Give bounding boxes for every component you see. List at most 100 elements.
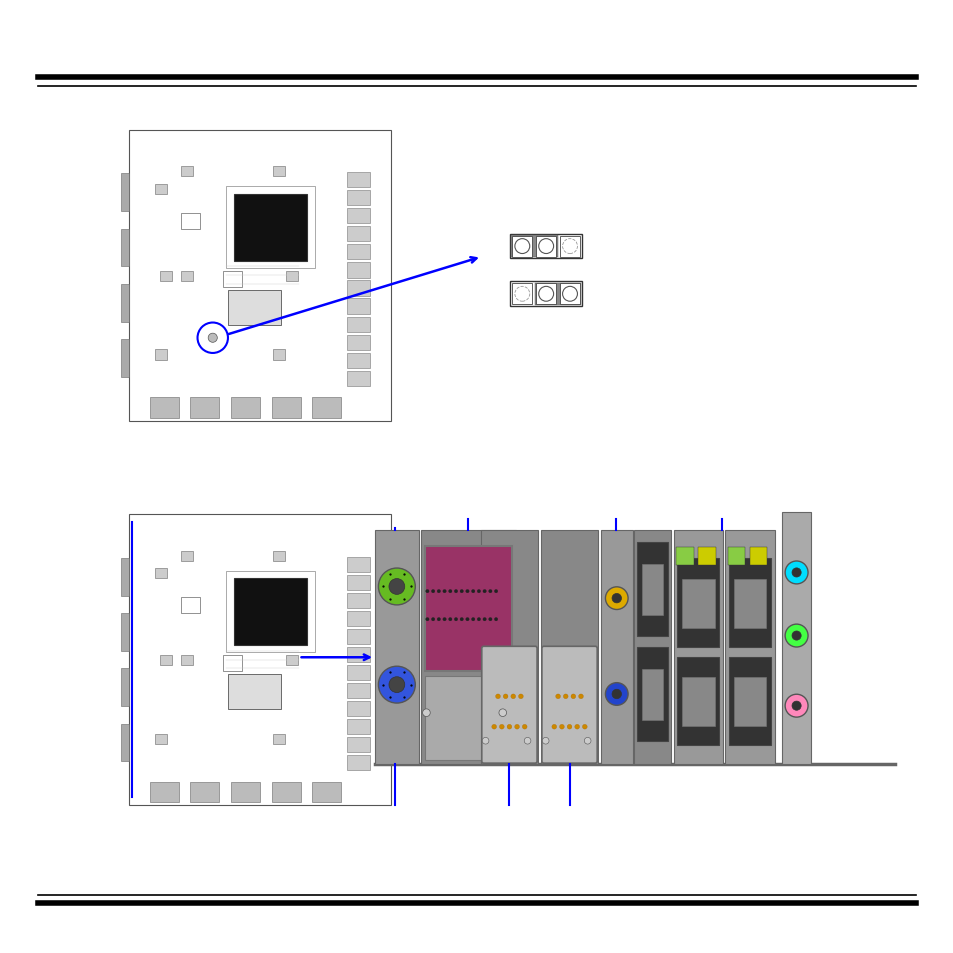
Bar [346, 281, 370, 296]
Circle shape [515, 239, 529, 254]
Circle shape [425, 590, 429, 593]
Circle shape [507, 724, 511, 729]
Circle shape [784, 695, 807, 718]
Bar [641, 669, 662, 720]
Bar [229, 675, 281, 709]
Circle shape [389, 579, 404, 595]
Bar [346, 173, 370, 188]
Bar [121, 558, 129, 596]
Bar [673, 531, 722, 764]
Bar [733, 678, 765, 726]
Bar [346, 575, 370, 590]
Circle shape [498, 709, 506, 717]
Bar [233, 578, 307, 645]
Bar [637, 648, 667, 741]
Bar [480, 531, 537, 764]
Circle shape [492, 724, 496, 729]
Bar [346, 558, 370, 572]
Circle shape [436, 618, 440, 621]
Bar [181, 272, 193, 282]
Bar [129, 515, 391, 805]
Bar [273, 350, 285, 360]
Circle shape [612, 594, 620, 603]
Bar [781, 512, 810, 764]
Bar [231, 782, 259, 802]
Circle shape [488, 618, 492, 621]
Bar [510, 282, 581, 307]
Circle shape [499, 724, 503, 729]
Circle shape [488, 590, 492, 593]
Circle shape [562, 239, 577, 254]
Bar [512, 236, 532, 257]
Bar [346, 372, 370, 386]
Circle shape [538, 239, 553, 254]
Bar [535, 284, 580, 305]
Circle shape [482, 590, 486, 593]
Circle shape [442, 590, 446, 593]
Bar [160, 656, 172, 666]
Circle shape [555, 694, 559, 699]
Bar [273, 551, 285, 561]
Circle shape [496, 694, 499, 699]
Bar [181, 551, 193, 561]
Bar [346, 263, 370, 278]
Bar [728, 558, 770, 648]
Bar [121, 724, 129, 761]
Circle shape [581, 724, 586, 729]
Bar [698, 547, 715, 566]
Bar [681, 579, 714, 628]
Bar [181, 167, 193, 177]
Bar [346, 611, 370, 626]
Bar [346, 335, 370, 351]
Circle shape [431, 618, 435, 621]
Circle shape [471, 618, 475, 621]
Circle shape [389, 677, 404, 693]
Circle shape [562, 694, 567, 699]
Circle shape [583, 738, 590, 744]
Bar [424, 546, 512, 671]
Circle shape [524, 738, 531, 744]
Circle shape [208, 334, 217, 343]
Bar [154, 734, 167, 744]
Bar [536, 236, 556, 257]
Bar [181, 656, 193, 666]
Circle shape [422, 709, 430, 717]
Bar [346, 683, 370, 699]
Bar [313, 398, 341, 418]
Bar [121, 230, 129, 267]
Bar [346, 738, 370, 752]
Bar [181, 213, 199, 230]
Circle shape [448, 618, 452, 621]
Bar [154, 568, 167, 578]
Bar [728, 657, 770, 745]
Bar [559, 284, 579, 305]
Circle shape [454, 618, 457, 621]
Circle shape [459, 618, 463, 621]
Bar [420, 531, 516, 764]
Bar [286, 272, 297, 282]
Bar [733, 579, 765, 628]
Circle shape [522, 724, 526, 729]
Bar [346, 354, 370, 368]
Bar [191, 398, 219, 418]
Bar [512, 284, 532, 305]
Circle shape [459, 590, 463, 593]
Bar [346, 227, 370, 242]
Circle shape [566, 724, 571, 729]
Bar [510, 234, 581, 259]
Bar [150, 782, 178, 802]
FancyBboxPatch shape [481, 647, 537, 763]
Bar [286, 656, 297, 666]
Bar [272, 398, 300, 418]
Bar [677, 558, 719, 648]
Bar [223, 272, 241, 288]
Bar [559, 236, 579, 257]
Bar [346, 701, 370, 717]
Bar [160, 272, 172, 282]
Bar [749, 547, 766, 566]
Circle shape [791, 568, 801, 578]
Circle shape [551, 724, 556, 729]
Bar [346, 209, 370, 224]
Circle shape [481, 738, 488, 744]
Circle shape [378, 666, 415, 703]
